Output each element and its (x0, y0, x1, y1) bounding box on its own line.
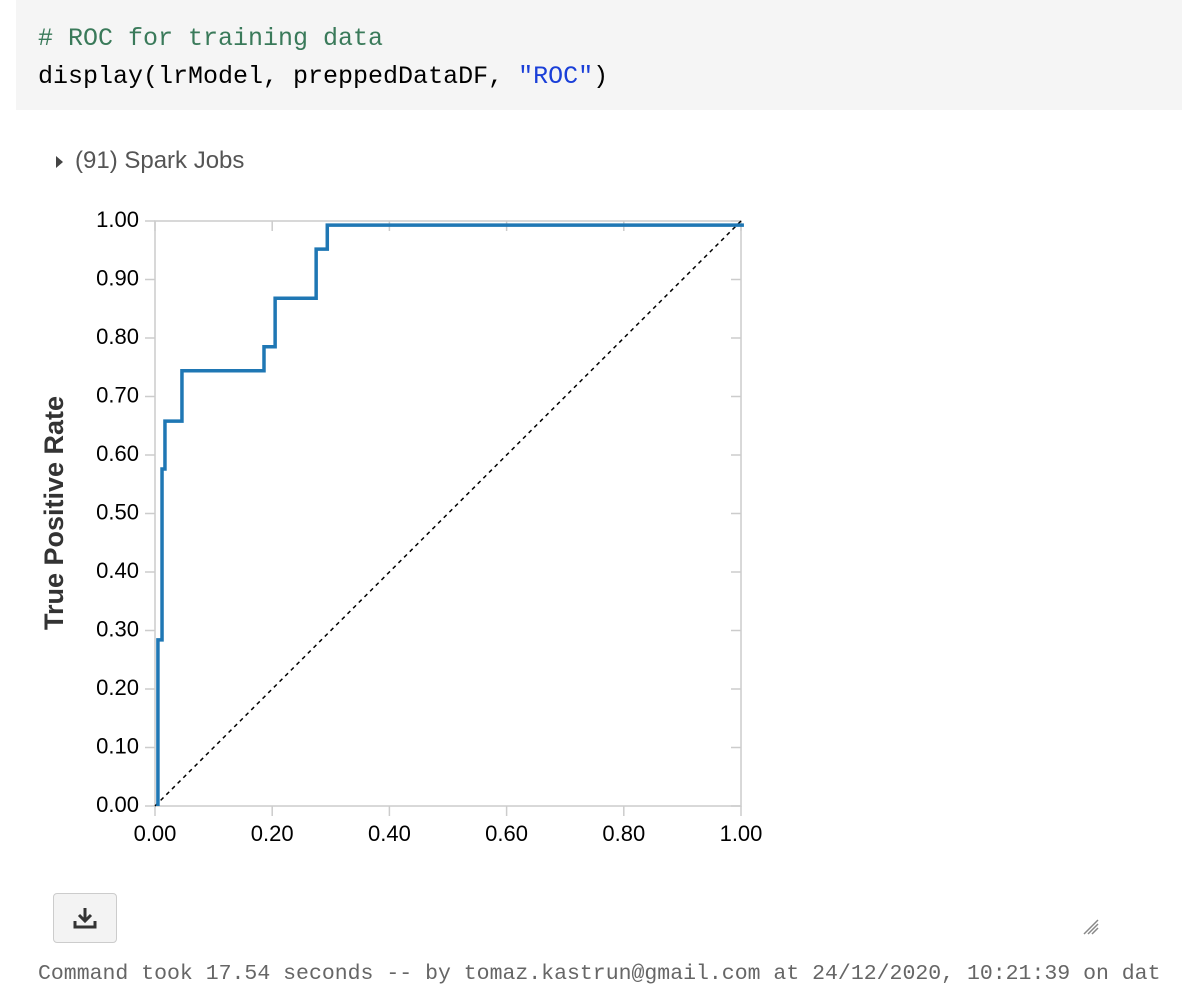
y-tick-label: 0.20 (96, 675, 139, 700)
y-tick-label: 0.90 (96, 265, 139, 290)
spark-jobs-toggle[interactable]: (91) Spark Jobs (56, 147, 244, 175)
x-tick-label: 0.80 (602, 821, 645, 846)
y-tick-label: 0.80 (96, 324, 139, 349)
y-tick-label: 0.50 (96, 499, 139, 524)
code-token: ) (593, 62, 609, 91)
y-tick-label: 0.30 (96, 616, 139, 641)
download-button[interactable] (53, 893, 117, 943)
code-comment: # ROC for training data (38, 24, 384, 53)
command-footer: Command took 17.54 seconds -- by tomaz.k… (38, 962, 1161, 986)
x-tick-label: 0.20 (251, 821, 294, 846)
chart: 0.00 0.10 0.20 0.30 0.40 0.50 0.60 0.70 0.80 0.90… (39, 207, 763, 846)
plot-frame (154, 220, 742, 807)
download-icon (73, 908, 97, 929)
resize-handle[interactable] (1082, 918, 1100, 936)
y-tick-label: 0.60 (96, 441, 139, 466)
x-tick-label: 0.60 (485, 821, 528, 846)
x-tick-label: 0.40 (368, 821, 411, 846)
code-line: display(lrModel, preppedDataDF, "ROC") (38, 62, 608, 91)
y-tick-label: 1.00 (96, 207, 139, 232)
y-tick-label: 0.10 (96, 733, 139, 758)
roc-curve (156, 223, 744, 806)
reference-line (154, 220, 742, 807)
code-token: display(lrModel, preppedDataDF, (38, 62, 519, 91)
y-tick-label: 0.40 (96, 558, 139, 583)
spark-jobs-label: (91) Spark Jobs (75, 147, 245, 174)
y-tick-label: 0.70 (96, 382, 139, 407)
expand-icon (56, 155, 63, 168)
y-tick-label: 0.00 (96, 792, 139, 817)
code-cell[interactable]: # ROC for training data display(lrModel,… (16, 0, 1182, 110)
x-tick-label: 1.00 (720, 821, 763, 846)
y-axis-label: True Positive Rate (39, 396, 69, 630)
code-string: "ROC" (518, 62, 594, 91)
x-tick-label: 0.00 (134, 821, 177, 846)
